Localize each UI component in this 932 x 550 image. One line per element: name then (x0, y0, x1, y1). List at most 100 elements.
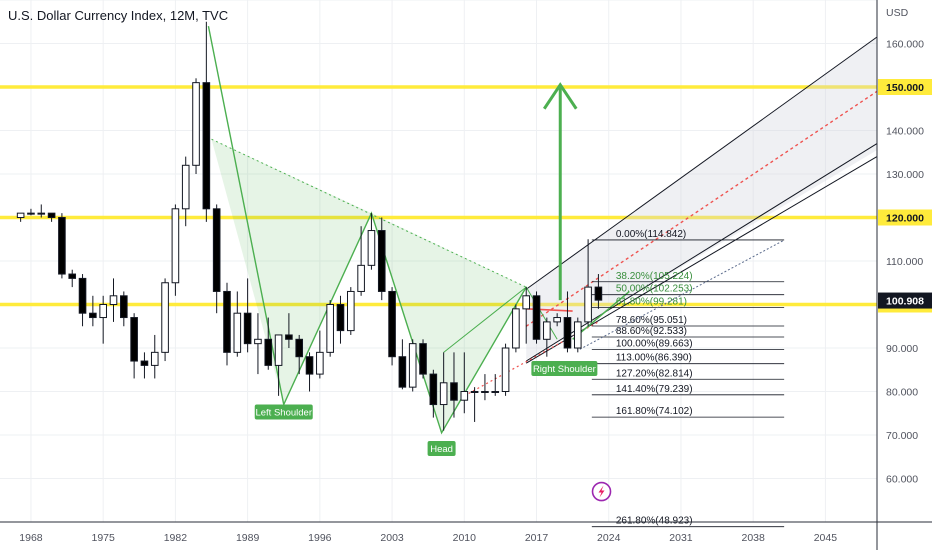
candle-body (450, 382, 458, 401)
candle-body (398, 356, 407, 388)
candle-body (429, 373, 438, 406)
fib-label: 61.80%(99.281) (616, 297, 687, 308)
fib-label: 78.60%(95.051) (616, 315, 687, 326)
candle-body (316, 351, 324, 375)
x-tick-label: 2024 (597, 532, 621, 544)
fib-label: 50.00%(102.253) (616, 284, 693, 295)
candle-body (470, 391, 479, 393)
level-tag: 120.000 (886, 213, 924, 225)
fib-connector (579, 239, 785, 350)
candle-body (130, 317, 138, 362)
pattern-fill-right (371, 213, 527, 433)
candle-body (274, 334, 283, 366)
candle-body (233, 312, 242, 353)
candle-body (68, 273, 77, 279)
candle-body (37, 212, 46, 215)
x-tick-label: 2045 (814, 532, 838, 544)
candle-body (47, 212, 56, 218)
candle-body (99, 304, 107, 319)
y-tick-label: 70.000 (886, 430, 918, 442)
candle-body (16, 212, 25, 218)
x-tick-label: 2031 (669, 532, 693, 544)
candle-body (285, 334, 293, 340)
x-tick-label: 1982 (164, 532, 188, 544)
fib-label: 113.00%(86.390) (616, 353, 692, 364)
candle-body (408, 343, 417, 388)
candle-body (336, 304, 345, 332)
candle-body (377, 230, 386, 292)
x-tick-label: 1968 (19, 532, 43, 544)
target-arrow (543, 82, 578, 301)
pattern-fill-left (211, 139, 372, 405)
candle-body (161, 282, 169, 353)
lightning-icon (591, 481, 612, 502)
y-tick-label: 80.000 (886, 387, 918, 399)
candle-body (491, 391, 500, 393)
price-tag: 100.908 (886, 296, 924, 308)
candle-body (254, 338, 262, 345)
candle-body (181, 164, 190, 210)
channel-upper (525, 36, 878, 290)
fib-label: 38.20%(105.224) (616, 271, 693, 282)
badge-label: Head (430, 444, 453, 455)
annotations: Left Shoulder Head Right Shoulder (254, 361, 612, 502)
channel-median (525, 90, 878, 327)
candle-body (419, 343, 427, 375)
arrow-head (543, 82, 578, 110)
horizontal-levels (0, 85, 877, 307)
candle-body (512, 308, 520, 349)
candle-body (212, 208, 221, 292)
candle-body (584, 286, 592, 323)
fib-label: 261.80%(48.923) (616, 516, 693, 527)
badge-label: Right Shoulder (533, 364, 596, 375)
candle-body (563, 317, 572, 349)
fib-label: 88.60%(92.533) (616, 326, 687, 337)
candle-body (223, 290, 231, 353)
y-tick-label: 140.000 (886, 126, 924, 138)
y-tick-label: 160.000 (886, 39, 924, 51)
candle-body (388, 290, 396, 358)
badge-label: Left Shoulder (255, 408, 312, 419)
y-tick-label: 60.000 (886, 474, 918, 486)
fib-label: 161.80%(74.102) (616, 406, 693, 417)
lightning-icon-bolt (598, 485, 605, 498)
x-tick-label: 1996 (308, 532, 332, 544)
candle-body (120, 295, 128, 319)
candle-body (243, 312, 252, 345)
candle-body (573, 321, 582, 349)
x-tick-label: 2038 (742, 532, 766, 544)
candles (16, 21, 603, 431)
y-tick-label: 110.000 (886, 256, 923, 268)
candle-body (150, 351, 159, 366)
candle-body (171, 208, 180, 284)
candle-body (543, 321, 551, 340)
channel-middle-line (525, 143, 878, 362)
y-tick-label: 90.000 (886, 343, 918, 355)
badge-bg (427, 441, 456, 456)
candle-body (58, 217, 66, 275)
candle-body (89, 312, 97, 319)
x-tick-label: 2010 (453, 532, 477, 544)
price-tag-bg (878, 292, 932, 309)
candle-body (481, 391, 489, 393)
candle-body (295, 338, 304, 358)
candle-body (357, 264, 365, 292)
candle-body (594, 286, 603, 301)
level-tag: 150.000 (886, 82, 924, 94)
candle-body (305, 356, 314, 375)
candle-body (264, 338, 273, 366)
badge-bg (531, 361, 598, 377)
candle-body (202, 82, 211, 210)
level-tag-bg (878, 209, 932, 226)
x-tick-label: 2017 (525, 532, 549, 544)
candle-body (140, 360, 149, 366)
fib-label: 127.20%(82.814) (616, 368, 693, 379)
currency-label: USD (886, 7, 909, 19)
dotted-trend (464, 321, 599, 397)
candle-body (553, 317, 561, 323)
x-tick-label: 1975 (91, 532, 115, 544)
candle-body (27, 212, 35, 215)
